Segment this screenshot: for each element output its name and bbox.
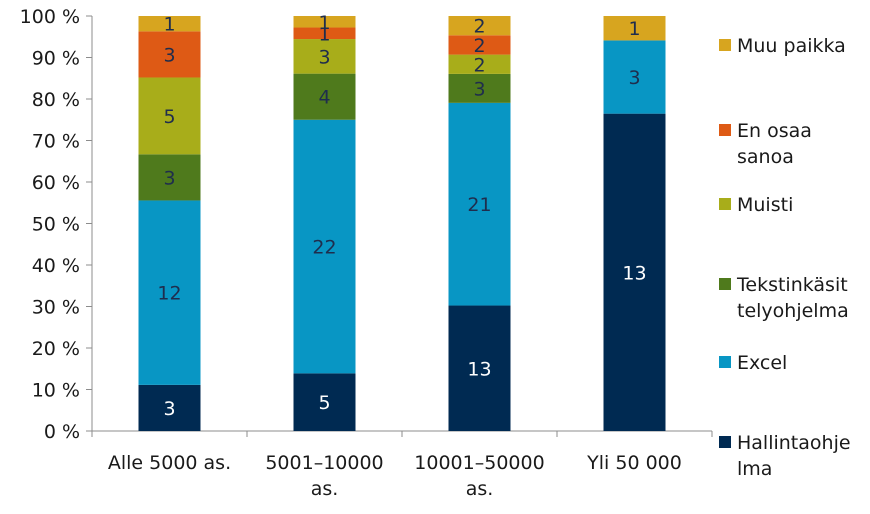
bar-segment	[138, 31, 201, 78]
x-category-label: Yli 50 000	[586, 452, 682, 474]
bar-segment	[293, 373, 356, 431]
segment-value-label: 3	[473, 78, 485, 100]
y-tick-label: 40 %	[32, 255, 80, 277]
bar-segment	[293, 27, 356, 40]
x-category-label: 5001–10000 as.	[265, 452, 383, 500]
segment-value-label: 5	[318, 392, 330, 414]
segment-value-label: 4	[318, 87, 330, 109]
segment-value-label: 13	[622, 262, 646, 284]
y-axis: 0 % 10 % 20 % 30 % 40 % 50 % 60 % 70 % 80 % 90 % 1…	[20, 6, 93, 443]
y-tick-label: 80 %	[32, 89, 80, 111]
segment-value-label: 3	[318, 46, 330, 68]
legend-swatch	[719, 39, 731, 51]
segment-value-label: 2	[473, 54, 485, 76]
bar-segment	[448, 54, 511, 74]
y-tick-label: 100 %	[20, 6, 80, 28]
legend-label: Tekstinkäsit telyohjelma	[736, 274, 849, 322]
y-tick-label: 30 %	[32, 297, 80, 319]
segment-value-label: 1	[318, 23, 330, 45]
legend: Muu paikka En osaa sanoa Muisti Tekstinkäsit…	[719, 35, 851, 480]
bar-segment	[448, 73, 511, 103]
bar-segment	[293, 16, 356, 28]
segment-value-label: 3	[163, 44, 175, 66]
segment-value-label: 22	[312, 237, 336, 259]
segment-value-label: 21	[467, 194, 491, 216]
bar-segment	[448, 305, 511, 431]
bar-segment	[448, 102, 511, 306]
segment-value-label: 1	[628, 18, 640, 40]
y-tick-label: 70 %	[32, 131, 80, 153]
segment-value-label: 1	[163, 14, 175, 36]
legend-swatch	[719, 356, 731, 368]
legend-label: Excel	[737, 352, 787, 374]
legend-swatch	[719, 198, 731, 210]
segment-value-label: 3	[628, 67, 640, 89]
legend-swatch	[719, 124, 731, 136]
bar-segment	[293, 73, 356, 120]
y-tick-label: 0 %	[44, 421, 80, 443]
segment-value-label: 1	[318, 12, 330, 34]
legend-swatch	[719, 278, 731, 290]
bar-segment	[138, 154, 201, 201]
segment-value-label: 2	[473, 16, 485, 38]
bar-segment	[293, 39, 356, 74]
bar-segment	[448, 16, 511, 36]
y-tick-label: 50 %	[32, 214, 80, 236]
bar-segment	[603, 40, 666, 114]
bar-segment	[448, 35, 511, 55]
segment-value-label: 2	[473, 35, 485, 57]
x-category-label: 10001–50000 as.	[414, 452, 544, 500]
bar-segment	[138, 16, 201, 32]
bar-segment	[293, 119, 356, 374]
legend-label: Hallintaohje lma	[737, 432, 851, 480]
y-tick-label: 10 %	[32, 380, 80, 402]
legend-label: Muisti	[737, 194, 793, 216]
y-tick-label: 60 %	[32, 172, 80, 194]
bar-segment	[138, 384, 201, 431]
legend-label: En osaa sanoa	[737, 120, 812, 168]
segment-value-label: 13	[467, 358, 491, 380]
segment-value-label: 3	[163, 167, 175, 189]
bar-segment	[603, 113, 666, 431]
x-axis: Alle 5000 as. 5001–10000 as. 10001–50000 as.…	[91, 430, 713, 500]
y-tick-label: 20 %	[32, 338, 80, 360]
x-category-label: Alle 5000 as.	[108, 452, 231, 474]
segment-value-label: 3	[163, 398, 175, 420]
legend-swatch	[719, 436, 731, 448]
segment-value-label: 12	[157, 283, 181, 305]
y-tick-label: 90 %	[32, 48, 80, 70]
bar-segment	[138, 77, 201, 155]
bar-segment	[603, 16, 666, 41]
legend-label: Muu paikka	[737, 35, 846, 57]
bar-segment	[138, 200, 201, 385]
segment-value-label: 5	[163, 106, 175, 128]
